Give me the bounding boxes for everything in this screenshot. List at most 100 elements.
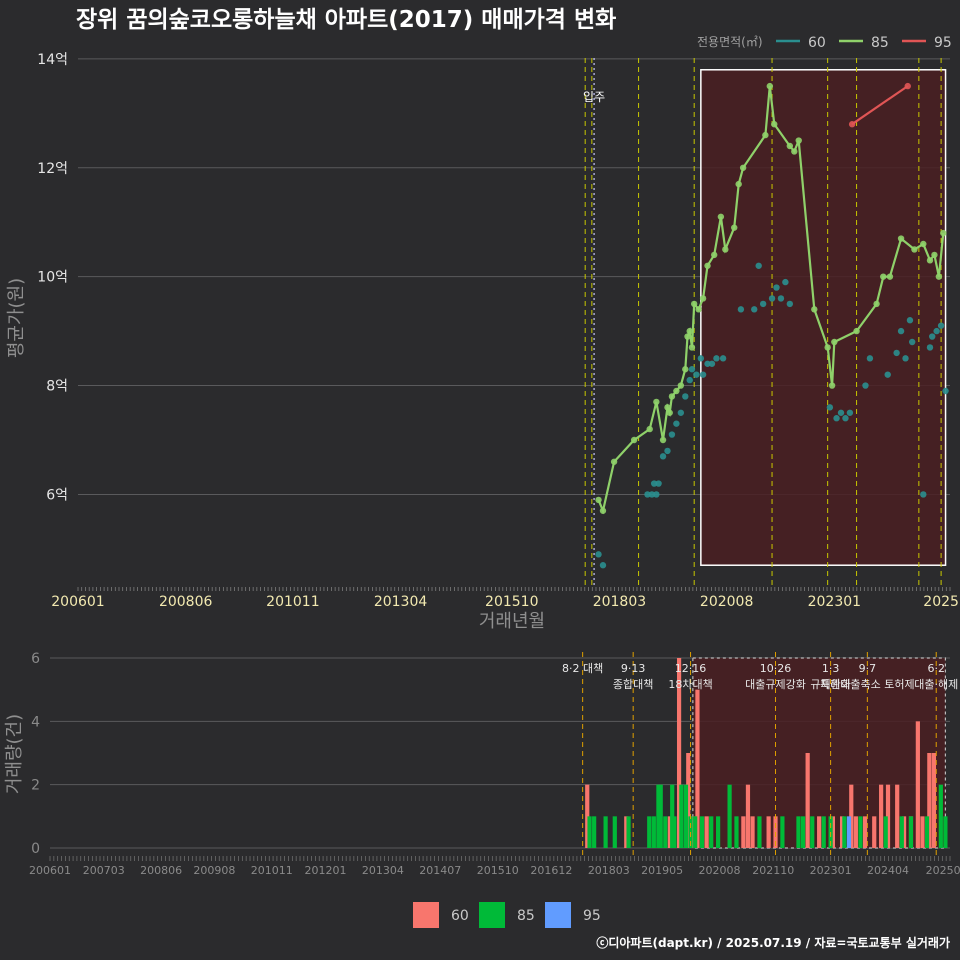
bar-60 bbox=[624, 816, 629, 848]
y-tick-label: 8억 bbox=[46, 379, 68, 395]
policy-label: 6·2 bbox=[927, 662, 945, 675]
bar-60 bbox=[849, 784, 854, 848]
bar-85 bbox=[821, 816, 826, 848]
bar-85 bbox=[810, 816, 815, 848]
series-point-60 bbox=[897, 327, 905, 335]
bar-85 bbox=[943, 816, 948, 848]
legend-label-60: 60 bbox=[451, 908, 469, 924]
series-point-60 bbox=[668, 431, 676, 438]
x-axis-title: 거래년월 bbox=[479, 611, 545, 632]
series-point-85 bbox=[828, 382, 836, 389]
bar-85 bbox=[656, 784, 661, 848]
series-point-85 bbox=[831, 338, 838, 346]
x-tick-label: 202301 bbox=[808, 594, 861, 610]
series-point-60 bbox=[697, 355, 705, 362]
bar-85 bbox=[626, 816, 631, 848]
series-point-60 bbox=[673, 420, 680, 427]
bar-60 bbox=[853, 816, 858, 848]
bar-85 bbox=[709, 816, 714, 848]
bar-60 bbox=[667, 816, 672, 848]
bar-60 bbox=[805, 753, 810, 848]
series-point-60 bbox=[942, 387, 949, 395]
x-tick-label: 202008 bbox=[700, 594, 753, 610]
series-point-85 bbox=[711, 251, 718, 259]
bar-85 bbox=[670, 784, 675, 848]
policy-sublabel: 종합대책 bbox=[613, 678, 653, 691]
policy-label: 9·13 bbox=[621, 662, 646, 675]
x-tick-label: 201011 bbox=[251, 864, 293, 877]
series-point-85 bbox=[673, 387, 680, 395]
series-point-85 bbox=[666, 409, 673, 416]
series-point-60 bbox=[837, 409, 845, 416]
series-point-60 bbox=[659, 453, 667, 460]
series-point-60 bbox=[719, 355, 727, 362]
series-point-85 bbox=[682, 366, 689, 373]
series-point-60 bbox=[862, 382, 869, 389]
series-point-85 bbox=[926, 257, 934, 264]
bar-85 bbox=[651, 816, 656, 848]
bar-85 bbox=[800, 816, 806, 848]
bar-60 bbox=[862, 816, 868, 848]
series-point-85 bbox=[704, 262, 711, 269]
bar-85 bbox=[858, 816, 863, 848]
series-point-85 bbox=[595, 496, 602, 504]
series-point-85 bbox=[722, 246, 729, 253]
series-point-60 bbox=[755, 262, 762, 269]
series-point-85 bbox=[880, 273, 887, 280]
series-point-85 bbox=[795, 137, 802, 144]
y-tick-label: 6억 bbox=[46, 487, 68, 503]
series-point-85 bbox=[940, 229, 947, 237]
bar-60 bbox=[745, 784, 751, 848]
bar-85 bbox=[683, 784, 689, 848]
volume-bar-chart: 0 2 4 6 8·2 대책 9·13 종합대책 12·16 18차대책 10·26 대출규제강화 1… bbox=[4, 651, 960, 928]
bar-60 bbox=[901, 816, 907, 848]
bar-85 bbox=[924, 816, 930, 848]
bar-85 bbox=[757, 816, 762, 848]
series-point-85 bbox=[646, 425, 653, 433]
series-point-60 bbox=[644, 491, 651, 498]
y-axis-title: 평균가(원) bbox=[6, 278, 27, 358]
policy-sublabel: 18차대책 bbox=[668, 678, 712, 691]
series-point-85 bbox=[935, 273, 943, 280]
bar-85 bbox=[663, 816, 668, 848]
series-point-85 bbox=[731, 224, 738, 231]
y-tick-label: 2 bbox=[31, 778, 40, 794]
series-point-60 bbox=[773, 284, 780, 291]
series-point-85 bbox=[766, 82, 774, 90]
series-point-60 bbox=[908, 338, 916, 346]
bar-85 bbox=[699, 816, 705, 848]
policy-sublabel: 대출규제강화 bbox=[745, 678, 806, 691]
x-tick-label: 201510 bbox=[485, 594, 538, 610]
series-point-60 bbox=[699, 371, 707, 378]
move-in-label: 입주 bbox=[583, 90, 605, 104]
series-point-60 bbox=[786, 300, 794, 308]
bar-60 bbox=[885, 784, 891, 848]
series-point-85 bbox=[911, 246, 918, 253]
bar-60 bbox=[704, 816, 709, 848]
policy-sublabel: 규제완화 bbox=[810, 678, 850, 691]
policy-label: 1·3 bbox=[822, 662, 840, 675]
bar-60 bbox=[690, 816, 695, 848]
series-point-60 bbox=[688, 366, 696, 373]
x-tick-label: 202110 bbox=[752, 864, 794, 877]
bar-85 bbox=[716, 816, 721, 848]
x-tick-label: 200908 bbox=[193, 864, 235, 877]
series-point-85 bbox=[695, 306, 702, 313]
x-tick-label: 2025 bbox=[923, 594, 959, 610]
x-tick-label: 201304 bbox=[362, 864, 404, 877]
series-point-85 bbox=[886, 273, 894, 280]
series-point-60 bbox=[686, 376, 693, 384]
series-point-60 bbox=[599, 562, 607, 569]
series-point-85 bbox=[699, 295, 707, 302]
series-point-85 bbox=[771, 121, 778, 128]
bar-85 bbox=[796, 816, 801, 848]
series-point-95 bbox=[848, 121, 856, 128]
bar-85 bbox=[603, 816, 608, 848]
x-tick-label: 200703 bbox=[83, 864, 125, 877]
bar-85 bbox=[908, 816, 914, 848]
series-point-85 bbox=[920, 240, 927, 248]
legend-label-85: 85 bbox=[517, 908, 535, 924]
bar-60 bbox=[695, 689, 700, 848]
series-point-60 bbox=[708, 360, 716, 367]
